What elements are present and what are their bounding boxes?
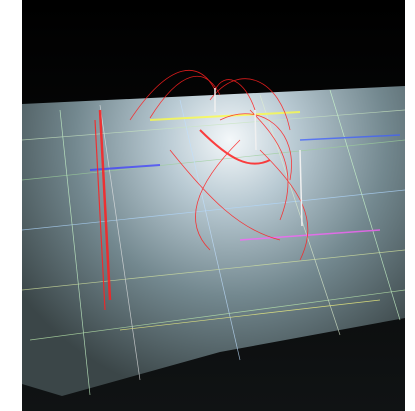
ground-plane: [22, 86, 405, 396]
map-lines: [21, 89, 406, 396]
poles: [214, 88, 303, 227]
red-curves: [94, 69, 309, 311]
